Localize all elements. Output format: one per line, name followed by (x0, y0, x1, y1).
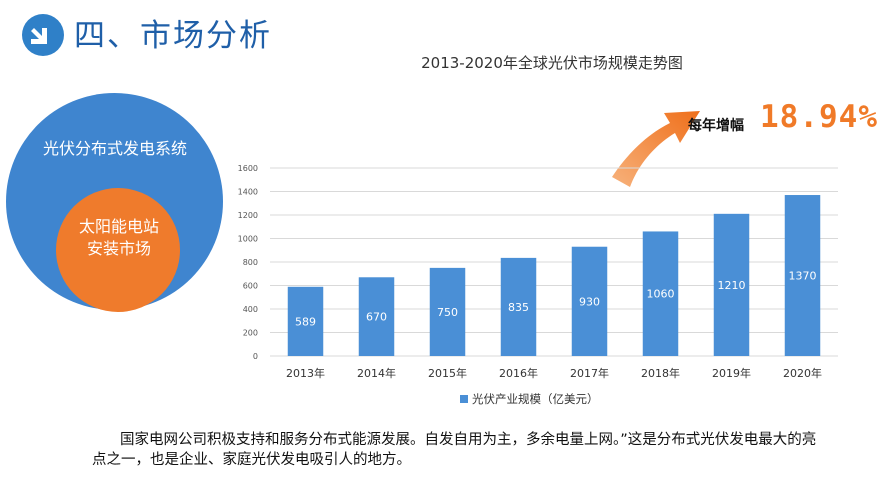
bar-value-label: 750 (437, 306, 458, 319)
y-tick-label: 1200 (238, 211, 258, 220)
y-tick-label: 1600 (238, 164, 258, 173)
y-tick-label: 800 (243, 258, 258, 267)
bar-value-label: 1210 (718, 279, 746, 292)
x-tick-label: 2019年 (712, 366, 751, 380)
legend-swatch (460, 395, 468, 403)
bar (429, 267, 466, 356)
bar-value-label: 930 (579, 295, 600, 308)
y-tick-label: 400 (243, 305, 258, 314)
note-paragraph: 国家电网公司积极支持和服务分布式能源发展。自发自用为主，多余电量上网。”这是分布… (92, 432, 817, 468)
bar (713, 213, 750, 356)
x-tick-label: 2015年 (428, 366, 467, 380)
bar-value-label: 835 (508, 301, 529, 314)
y-tick-label: 1000 (238, 235, 258, 244)
inner-circle-label: 太阳能电站安装市场 (78, 217, 159, 258)
x-tick-label: 2013年 (286, 366, 325, 380)
legend-label: 光伏产业规模（亿美元） (472, 392, 599, 406)
growth-value: 18.94% (760, 99, 878, 135)
bar (358, 277, 395, 356)
x-tick-label: 2014年 (357, 366, 396, 380)
bar (500, 257, 537, 356)
y-tick-label: 1400 (238, 188, 258, 197)
bar (287, 286, 324, 356)
y-tick-label: 0 (253, 352, 258, 361)
bar-value-label: 589 (295, 315, 316, 328)
chart-title: 2013-2020年全球光伏市场规模走势图 (421, 54, 683, 72)
outer-circle-label: 光伏分布式发电系统 (42, 139, 187, 158)
x-tick-label: 2017年 (570, 366, 609, 380)
growth-label: 每年增幅 (688, 118, 744, 134)
x-tick-label: 2020年 (783, 366, 822, 380)
y-tick-label: 600 (243, 282, 258, 291)
bar (642, 231, 679, 356)
bar-value-label: 670 (366, 311, 387, 324)
bar-value-label: 1370 (789, 270, 817, 283)
inner-circle (56, 188, 180, 312)
x-tick-label: 2016年 (499, 366, 538, 380)
bar (571, 246, 608, 356)
arrow-down-right-icon (22, 14, 64, 56)
bar (784, 195, 821, 356)
y-tick-label: 200 (243, 329, 258, 338)
page-title: 四、市场分析 (74, 18, 272, 54)
bar-value-label: 1060 (647, 288, 675, 301)
x-tick-label: 2018年 (641, 366, 680, 380)
bar-chart: 0 200 400 600 800 1000 1200 1400 1600 589 2013年 670… (238, 164, 838, 406)
